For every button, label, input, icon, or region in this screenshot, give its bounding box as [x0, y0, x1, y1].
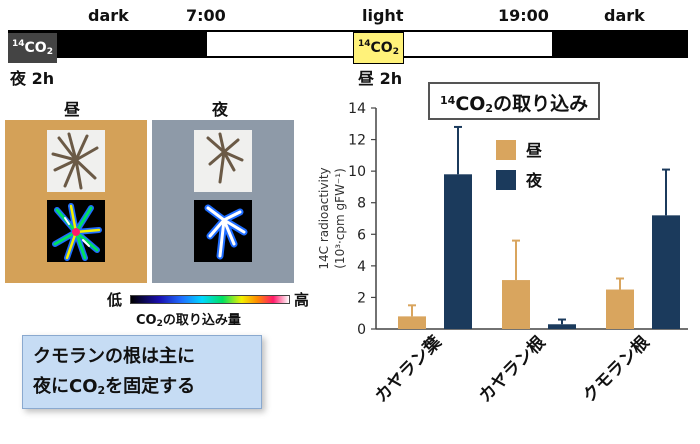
- night-panel: [152, 120, 294, 283]
- night-panel-label: 夜: [212, 100, 229, 119]
- callout-line-1: クモランの根は主に: [33, 346, 195, 367]
- bar-night: [548, 324, 576, 329]
- plant-photo-night: [194, 130, 252, 192]
- day-panel-label: 昼: [64, 100, 81, 119]
- category-label: カヤラン葉: [371, 331, 447, 407]
- y-tick-label: 6: [357, 227, 366, 243]
- autoradiograph-day: [47, 200, 105, 262]
- y-tick-label: 0: [357, 322, 366, 338]
- callout-line-2: 夜にCO2を固定する: [33, 376, 196, 397]
- day-panel: [5, 120, 147, 283]
- y-axis-label: 14C radioactivity: [317, 167, 331, 269]
- dark-label-right: dark: [604, 6, 645, 25]
- night-duration: 夜 2h: [10, 69, 55, 88]
- scale-low-label: 低: [107, 291, 123, 309]
- co2-pulse-day: 14CO2: [353, 32, 404, 64]
- y-axis-label-units: (10³·cpm gFW⁻¹): [333, 168, 347, 269]
- summary-callout: クモランの根は主に 夜にCO2を固定する: [22, 335, 262, 409]
- bar-day: [502, 280, 530, 329]
- dark-label-left: dark: [88, 6, 129, 25]
- chart-title: 14CO2の取り込み: [428, 82, 601, 120]
- co2-pulse-night: 14CO2: [8, 33, 57, 63]
- time-end-label: 19:00: [498, 6, 549, 25]
- y-tick-label: 12: [348, 133, 366, 149]
- plant-photo-day: [47, 130, 105, 192]
- category-label: カヤラン根: [475, 332, 550, 407]
- y-tick-label: 10: [348, 164, 366, 180]
- bar-night: [652, 215, 680, 329]
- category-label: クモラン根: [579, 332, 654, 407]
- legend-swatch-night: [496, 170, 516, 190]
- y-tick-label: 8: [357, 196, 366, 212]
- light-label: light: [362, 6, 404, 25]
- day-night-timeline: 14CO2 14CO2: [8, 30, 688, 64]
- bar-night: [444, 174, 472, 329]
- autoradiograph-night: [194, 200, 252, 262]
- y-tick-label: 4: [357, 259, 366, 275]
- bar-day: [398, 316, 426, 329]
- legend-label: 昼: [525, 141, 543, 160]
- scale-caption: CO2の取り込み量: [136, 313, 241, 329]
- scale-high-label: 高: [294, 291, 310, 309]
- legend-label: 夜: [525, 171, 543, 190]
- legend-swatch-day: [496, 140, 516, 160]
- intensity-colorbar: [130, 295, 290, 304]
- day-duration: 昼 2h: [358, 69, 403, 88]
- y-tick-label: 14: [348, 101, 366, 117]
- y-tick-label: 2: [357, 290, 366, 306]
- bar-day: [606, 289, 634, 329]
- time-start-label: 7:00: [186, 6, 226, 25]
